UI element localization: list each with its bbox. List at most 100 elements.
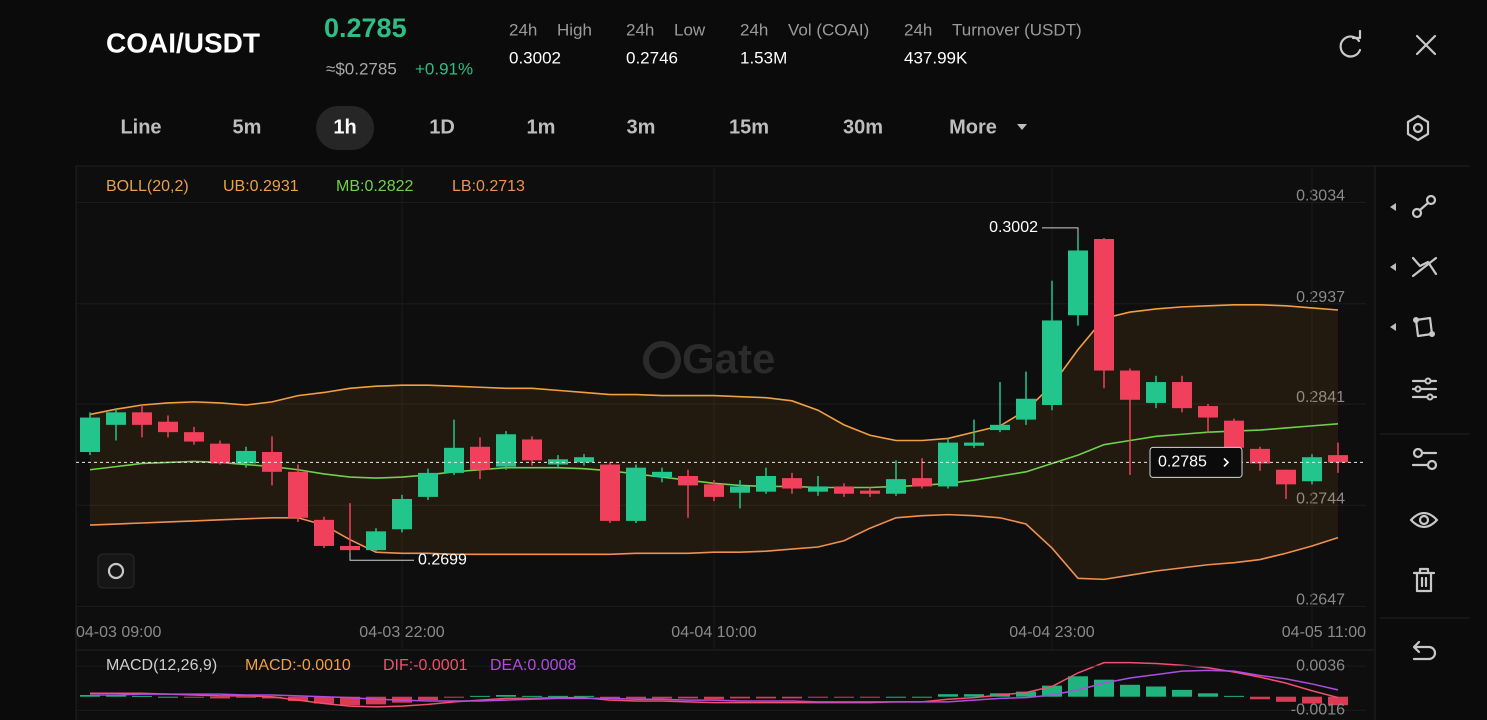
candle-body — [704, 484, 724, 497]
tool-icon[interactable] — [1418, 514, 1430, 526]
interval-tab[interactable]: 3m — [627, 116, 656, 138]
band-fill — [1182, 305, 1208, 568]
candle-body — [80, 417, 100, 452]
interval-label[interactable]: 1D — [429, 116, 455, 138]
interval-tab[interactable]: 15m — [729, 116, 769, 138]
candle-body — [1302, 457, 1322, 482]
interval-tab[interactable]: 30m — [843, 116, 883, 138]
low-label: 0.2699 — [418, 551, 467, 568]
toggle-icon[interactable] — [107, 562, 125, 580]
close-icon[interactable] — [1415, 34, 1437, 56]
tool-icon[interactable] — [1425, 194, 1437, 206]
tool-icon[interactable] — [1414, 385, 1422, 393]
refresh-arrow[interactable] — [1351, 29, 1362, 40]
candle-body — [314, 519, 334, 546]
macd-panel: 0.0036 -0.0016 MACD(12,26,9) MACD:-0.0010 DI… — [76, 657, 1366, 719]
interval-label[interactable]: 1h — [333, 116, 356, 138]
macd-bar — [1276, 696, 1296, 702]
undo-tool[interactable] — [1412, 640, 1437, 661]
band-fill — [844, 424, 870, 541]
macd-bar — [80, 695, 100, 697]
macd-bar — [834, 696, 854, 698]
candle-body — [184, 432, 204, 442]
candle-body — [1328, 455, 1348, 463]
draw-line-tool[interactable] — [1411, 194, 1437, 219]
shape-tool[interactable] — [1413, 316, 1435, 338]
band-fill — [428, 385, 454, 555]
band-fill — [1286, 305, 1312, 554]
settings-icon-center[interactable] — [1412, 122, 1424, 134]
tool-icon[interactable] — [1411, 451, 1438, 467]
settings-icon[interactable] — [1406, 114, 1430, 142]
x-tick-label: 04-04 23:00 — [1009, 624, 1095, 641]
tool-icon[interactable] — [1411, 207, 1423, 219]
indicator-tool[interactable] — [1411, 377, 1438, 401]
template-tool[interactable] — [1411, 447, 1438, 471]
candle-body — [574, 457, 594, 463]
macd-bar — [470, 695, 490, 697]
interval-label[interactable]: 30m — [843, 116, 883, 138]
price-tag-chevron[interactable] — [1223, 457, 1230, 467]
price-tag-box[interactable] — [1149, 446, 1243, 478]
toggle-box[interactable] — [97, 553, 135, 589]
band-fill — [740, 396, 766, 553]
interval-label[interactable]: 1m — [527, 116, 556, 138]
tool-icon[interactable] — [1426, 393, 1434, 401]
candle-body — [392, 498, 412, 530]
active-tab-bg[interactable] — [316, 106, 374, 150]
tool-icon[interactable] — [1412, 567, 1436, 593]
tool-icon[interactable] — [1412, 640, 1437, 661]
refresh-icon[interactable] — [1339, 35, 1362, 58]
candle-body — [340, 545, 360, 551]
band-fill — [324, 388, 350, 540]
interval-label[interactable]: More — [949, 116, 997, 138]
interval-tab[interactable]: 1D — [429, 116, 455, 138]
indicator-label: LB:0.2713 — [452, 178, 525, 195]
interval-tab[interactable]: More — [949, 116, 1027, 138]
indicator-label: UB:0.2931 — [223, 178, 299, 195]
refresh-button[interactable] — [1339, 29, 1362, 58]
interval-tab[interactable]: 1h — [316, 106, 374, 150]
interval-label[interactable]: 5m — [233, 116, 262, 138]
interval-label[interactable]: Line — [120, 116, 161, 138]
high-label: 0.3002 — [989, 219, 1038, 236]
band-fill — [1078, 318, 1104, 580]
depth-toggle[interactable] — [97, 553, 135, 589]
band-fill — [350, 386, 376, 553]
candle-body — [1094, 238, 1114, 371]
tool-icon[interactable] — [1411, 256, 1438, 278]
tool-icon[interactable] — [1424, 377, 1432, 385]
band-fill — [662, 395, 688, 554]
tool-icon[interactable] — [1418, 201, 1430, 212]
delete-tool[interactable] — [1412, 567, 1436, 593]
visibility-tool[interactable] — [1409, 511, 1439, 529]
candle-body — [1224, 420, 1244, 448]
macd-bar — [366, 696, 386, 705]
candle-body — [132, 412, 152, 425]
dropdown-caret[interactable] — [1017, 124, 1027, 130]
stat-label: Vol (COAI) — [788, 20, 869, 39]
price-tag-label[interactable]: 0.2785 — [1158, 454, 1207, 471]
band-fill — [1130, 308, 1156, 576]
interval-tab[interactable]: 1m — [527, 116, 556, 138]
band-fill — [1052, 349, 1078, 579]
toolbar — [97, 194, 1439, 661]
settings-button[interactable] — [1406, 114, 1430, 142]
candle-body — [860, 490, 880, 494]
trend-tool[interactable] — [1411, 256, 1438, 278]
tool-icon[interactable] — [1409, 511, 1439, 529]
macd-bar — [184, 696, 204, 698]
band-fill — [1260, 304, 1286, 560]
close-button[interactable] — [1415, 34, 1437, 56]
interval-tab[interactable]: 5m — [233, 116, 262, 138]
interval-label[interactable]: 15m — [729, 116, 769, 138]
tool-icon[interactable] — [1413, 317, 1419, 323]
current-price-tag[interactable]: 0.2785 — [1149, 446, 1243, 478]
interval-tab[interactable]: Line — [120, 116, 161, 138]
tool-icon[interactable] — [1429, 331, 1435, 337]
band-fill — [688, 395, 714, 554]
interval-label[interactable]: 3m — [627, 116, 656, 138]
macd-bar — [860, 696, 880, 698]
indicator-label: MACD(12,26,9) — [106, 657, 217, 674]
